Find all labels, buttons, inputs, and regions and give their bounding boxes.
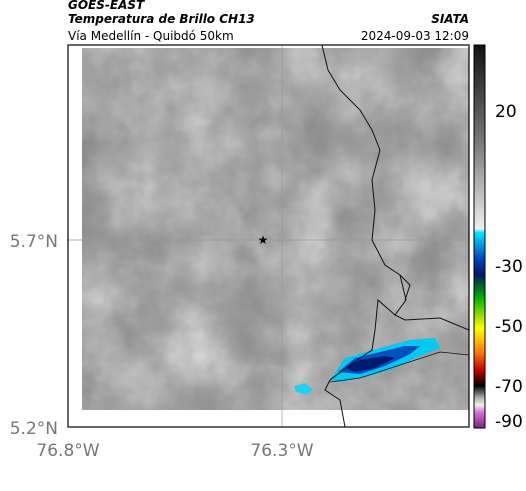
map-area: ★ (68, 45, 469, 427)
cold-cloud-center (345, 356, 395, 372)
border (324, 298, 396, 427)
lat-tick-label: 5.7°N (10, 232, 58, 252)
border (329, 351, 469, 383)
colorbar-tick-label: 20 (495, 102, 517, 122)
colorbar (473, 44, 486, 429)
colorbar-tick-label: -70 (495, 377, 523, 397)
cold-cloud-small (294, 383, 313, 395)
border (399, 274, 411, 301)
map-frame (67, 44, 470, 428)
source: SIATA (431, 12, 469, 26)
lon-tick-label: 76.3°W (250, 441, 313, 461)
subtitle: Vía Medellín - Quibdó 50km (68, 29, 234, 43)
title: Temperatura de Brillo CH13 (68, 12, 255, 26)
colorbar-tick-label: -30 (495, 257, 523, 277)
datetime: 2024-09-03 12:09 (361, 29, 469, 43)
lat-tick-label: 5.2°N (10, 419, 58, 439)
satellite: GOES-EAST (68, 0, 145, 12)
colorbar-tick-label: -90 (495, 412, 523, 432)
border (321, 45, 469, 331)
lon-tick-label: 76.8°W (36, 441, 99, 461)
colorbar-tick-label: -50 (495, 317, 523, 337)
location-marker: ★ (258, 233, 269, 247)
